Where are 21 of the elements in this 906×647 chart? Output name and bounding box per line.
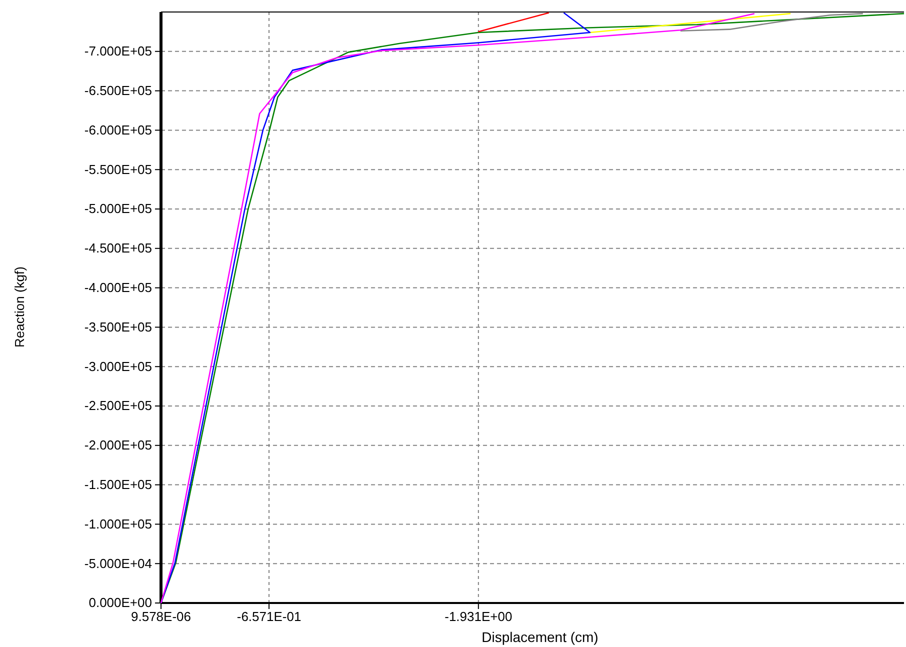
y-tick-label: -5.000E+05 — [84, 201, 152, 216]
y-tick-label: -2.500E+05 — [84, 398, 152, 414]
y-tick-label: -3.000E+05 — [84, 358, 152, 374]
x-tick-label: -1.931E+00 — [444, 609, 512, 624]
x-axis-title: Displacement (cm) — [482, 629, 598, 645]
y-tick-label: -5.500E+05 — [84, 162, 152, 177]
y-tick-label: -6.500E+05 — [84, 82, 152, 98]
y-tick-label: -1.500E+05 — [84, 476, 152, 492]
y-tick-label: -4.000E+05 — [84, 280, 152, 295]
y-tick-label: -3.500E+05 — [84, 319, 152, 334]
y-tick-label: -6.000E+05 — [84, 122, 152, 138]
y-tick-label: -7.000E+05 — [84, 44, 152, 59]
y-tick-label: -4.500E+05 — [84, 240, 152, 256]
y-tick-label: -2.000E+05 — [84, 438, 152, 453]
y-tick-label: -5.000E+04 — [84, 556, 152, 571]
x-tick-label: 9.578E-06 — [131, 609, 191, 624]
y-axis-title: Reaction (kgf) — [12, 266, 27, 348]
line-series — [680, 12, 864, 32]
y-tick-label: 0.000E+00 — [88, 595, 152, 610]
x-tick-label: -6.571E-01 — [236, 609, 302, 624]
y-tick-label: -1.000E+05 — [84, 516, 152, 532]
